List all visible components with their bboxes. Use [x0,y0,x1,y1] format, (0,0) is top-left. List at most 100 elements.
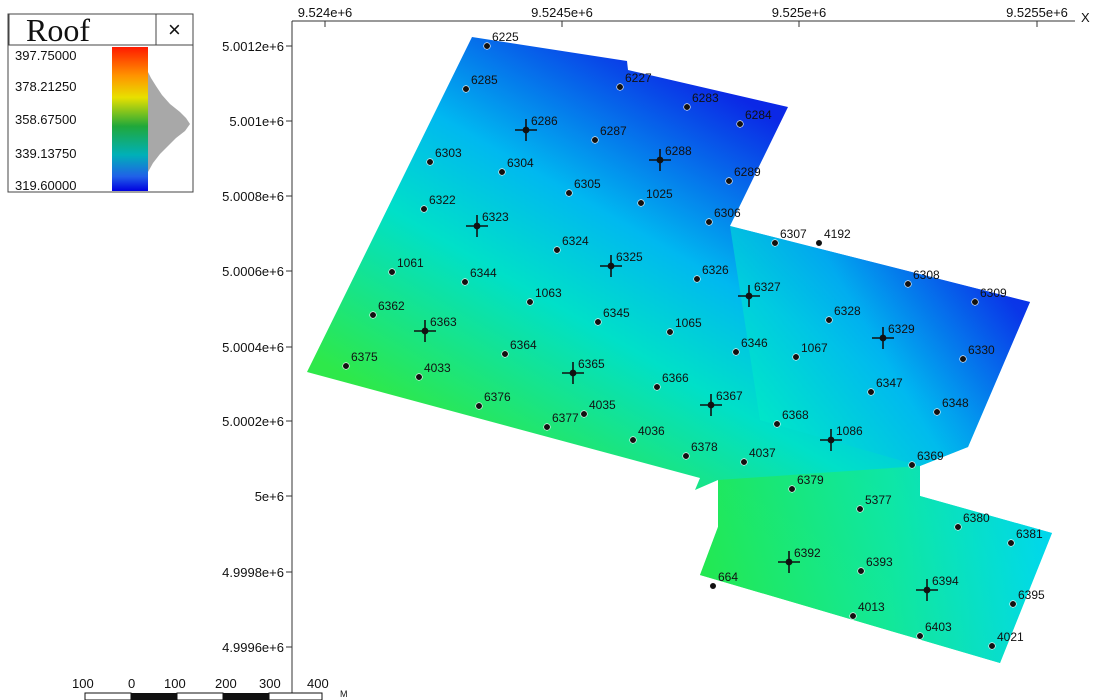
well-label: 5377 [865,493,892,507]
well-marker-cross[interactable]: 1086 [820,424,863,451]
well-dot [954,523,962,531]
well-marker-cross[interactable]: 6392 [778,546,821,573]
well-marker[interactable]: 1061 [388,256,424,276]
y-ticks: 5.0012e+6 5.001e+6 5.0008e+6 5.0006e+6 5.000… [222,39,292,655]
scale-label-2: 100 [164,676,186,691]
well-marker-cross[interactable]: 6288 [649,144,692,171]
well-marker[interactable]: 6345 [594,306,630,326]
well-marker[interactable]: 6328 [825,304,861,324]
well-label: 4035 [589,398,616,412]
y-tick-label: 5.001e+6 [229,114,284,129]
well-marker[interactable]: 6309 [971,286,1007,306]
well-label: 6225 [492,30,519,44]
well-marker[interactable]: 6287 [591,124,627,144]
well-marker-cross[interactable]: 6327 [738,280,781,307]
well-marker[interactable]: 5377 [856,493,892,513]
well-marker[interactable]: 1063 [526,286,562,306]
well-marker[interactable]: 4013 [849,600,885,620]
well-marker[interactable]: 6284 [736,108,772,128]
well-label: 6375 [351,350,378,364]
well-marker[interactable]: 6395 [1009,588,1045,608]
well-marker[interactable]: 6305 [565,177,601,197]
well-marker[interactable]: 4037 [740,446,776,466]
well-marker-cross[interactable]: 6325 [600,250,643,277]
well-marker[interactable]: 6376 [475,390,511,410]
well-label: 6286 [531,114,558,128]
well-dot [867,388,875,396]
well-marker[interactable]: 4033 [415,361,451,381]
well-marker[interactable]: 6366 [653,371,689,391]
well-dot [666,328,674,336]
well-marker[interactable]: 6378 [682,440,718,460]
well-dot [815,239,823,247]
well-marker-cross[interactable]: 6394 [916,574,959,601]
well-marker[interactable]: 6379 [788,473,824,493]
well-label: 6330 [968,343,995,357]
legend-close-box[interactable] [155,13,194,46]
well-dot [421,327,429,335]
well-marker[interactable]: 6377 [543,411,579,431]
well-marker[interactable]: 6227 [616,71,652,91]
well-label: 6369 [917,449,944,463]
well-dot [959,355,967,363]
well-marker[interactable]: 6326 [693,263,729,283]
well-marker[interactable]: 6303 [426,146,462,166]
well-marker[interactable]: 6307 [771,227,807,247]
well-marker[interactable]: 6308 [904,268,940,288]
well-marker[interactable]: 6225 [483,30,519,50]
well-marker-cross[interactable]: 6367 [700,389,743,416]
well-marker[interactable]: 1065 [666,316,702,336]
well-dot [461,278,469,286]
well-marker-cross[interactable]: 6363 [414,315,457,342]
well-marker[interactable]: 6362 [369,299,405,319]
well-marker[interactable]: 4192 [815,227,851,247]
well-marker[interactable]: 4035 [580,398,616,418]
well-dot [594,318,602,326]
well-label: 1065 [675,316,702,330]
well-marker[interactable]: 6364 [501,338,537,358]
well-marker[interactable]: 1067 [792,341,828,361]
well-label: 6363 [430,315,457,329]
legend-value-4: 319.60000 [15,178,76,193]
well-marker[interactable]: 6393 [857,555,893,575]
y-tick-label: 5.0008e+6 [222,189,284,204]
well-marker-cross[interactable]: 6323 [466,210,509,237]
well-marker[interactable]: 664 [709,570,739,590]
well-marker[interactable]: 6375 [342,350,378,370]
well-marker[interactable]: 6306 [705,206,741,226]
well-label: 6364 [510,338,537,352]
well-dot [827,436,835,444]
well-marker[interactable]: 6369 [908,449,944,469]
well-marker[interactable]: 4036 [629,424,665,444]
well-marker[interactable]: 4021 [988,630,1024,650]
well-marker-cross[interactable]: 6286 [515,114,558,141]
well-label: 6308 [913,268,940,282]
close-icon[interactable]: × [168,17,181,42]
well-marker[interactable]: 6381 [1007,527,1043,547]
well-marker[interactable]: 1025 [637,187,673,207]
well-marker[interactable]: 6283 [683,91,719,111]
surface-map [307,37,1052,663]
well-marker-cross[interactable]: 6329 [872,322,915,349]
well-marker[interactable]: 6304 [498,156,534,176]
well-marker[interactable]: 6348 [933,396,969,416]
well-marker[interactable]: 6289 [725,165,761,185]
well-marker[interactable]: 6322 [420,193,456,213]
legend-value-3: 339.13750 [15,146,76,161]
well-marker[interactable]: 6324 [553,234,589,254]
well-marker[interactable]: 6380 [954,511,990,531]
well-marker[interactable]: 6330 [959,343,995,363]
well-marker[interactable]: 6368 [773,408,809,428]
well-dot [709,582,717,590]
well-marker[interactable]: 6285 [462,73,498,93]
well-marker-cross[interactable]: 6365 [562,357,605,384]
well-marker[interactable]: 6346 [732,336,768,356]
well-label: 6323 [482,210,509,224]
well-marker[interactable]: 6347 [867,376,903,396]
well-label: 6322 [429,193,456,207]
well-label: 6306 [714,206,741,220]
well-marker[interactable]: 6403 [916,620,952,640]
x-axis-label: X [1081,10,1090,25]
well-marker[interactable]: 6344 [461,266,497,286]
y-tick-label: 5.0002e+6 [222,414,284,429]
